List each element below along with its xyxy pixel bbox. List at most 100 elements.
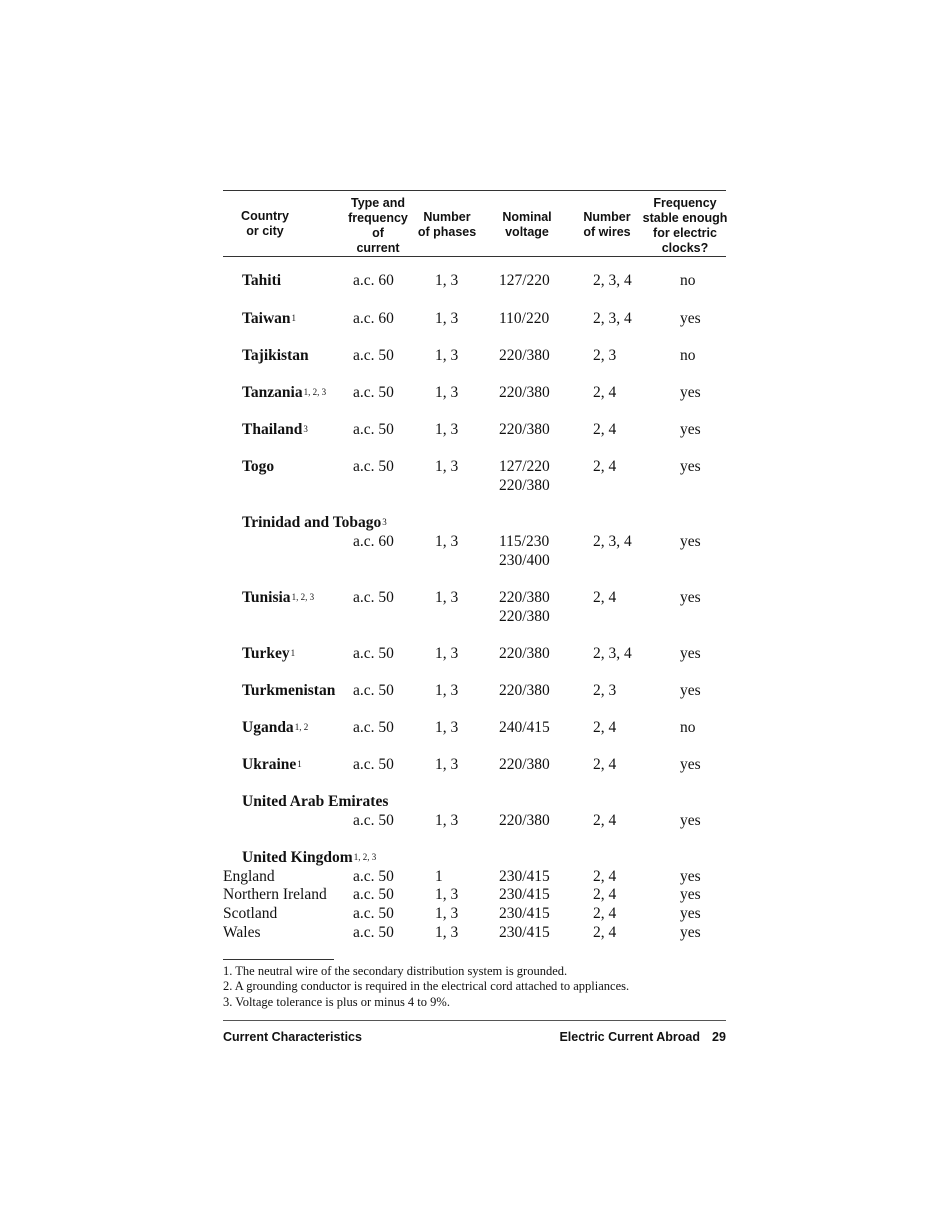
phases: 1, 3 <box>435 682 459 699</box>
nominal-voltage: 110/220 <box>499 310 550 327</box>
phases: 1, 3 <box>435 533 459 550</box>
clock-stability: yes <box>680 645 701 662</box>
nominal-voltage: 220/380 <box>499 682 550 699</box>
nominal-voltage: 220/380 <box>499 645 550 662</box>
wires: 2, 4 <box>593 421 617 438</box>
wires: 2, 4 <box>593 886 617 903</box>
clock-stability: yes <box>680 868 701 885</box>
footnote-ref: 1, 2 <box>294 722 309 732</box>
clock-stability: yes <box>680 589 701 606</box>
column-header-line: or city <box>246 224 284 238</box>
country-name: Thailand3 <box>242 421 308 440</box>
country-name: United Arab Emirates <box>242 793 389 812</box>
footer-section-title: Current Characteristics <box>223 1030 362 1044</box>
country-name: Turkey1 <box>242 645 295 664</box>
current-type: a.c. 50 <box>353 384 394 401</box>
clock-stability: yes <box>680 812 701 829</box>
column-header-wires: Number of wires <box>583 210 630 240</box>
region-name: Northern Ireland <box>223 886 327 903</box>
country-name: Uganda1, 2 <box>242 719 308 738</box>
nominal-voltage: 127/220 <box>499 272 550 289</box>
nominal-voltage: 220/380 <box>499 589 550 606</box>
nominal-voltage: 220/380 <box>499 607 550 625</box>
current-type: a.c. 60 <box>353 272 394 289</box>
footnote-ref: 3 <box>303 424 308 434</box>
wires: 2, 3 <box>593 682 617 699</box>
wires: 2, 4 <box>593 905 617 922</box>
column-header-line: of phases <box>417 225 477 239</box>
phases: 1, 3 <box>435 886 459 903</box>
current-type: a.c. 50 <box>353 645 394 662</box>
country-name: Ukraine1 <box>242 756 302 775</box>
footnote-ref: 1 <box>290 648 296 658</box>
country-name: Tajikistan <box>242 347 310 366</box>
column-header-line: Number <box>583 210 631 224</box>
footnote-1: 1. The neutral wire of the secondary dis… <box>223 964 568 978</box>
country-label: Uganda <box>242 719 294 736</box>
wires: 2, 3, 4 <box>593 310 632 327</box>
country-label: Ukraine <box>242 756 297 773</box>
clock-stability: yes <box>680 682 701 699</box>
clock-stability: yes <box>680 421 701 438</box>
header-bottom-rule <box>223 256 726 257</box>
country-name: Tahiti <box>242 272 282 291</box>
country-label: United Arab Emirates <box>242 793 389 810</box>
footnote-3: 3. Voltage tolerance is plus or minus 4 … <box>223 995 450 1009</box>
column-header-line: for electric <box>653 226 717 240</box>
clock-stability: yes <box>680 905 701 922</box>
phases: 1, 3 <box>435 812 459 829</box>
phases: 1, 3 <box>435 384 459 401</box>
column-header-line: Frequency <box>653 196 717 210</box>
nominal-voltage: 220/380 <box>499 421 550 438</box>
phases: 1, 3 <box>435 924 459 941</box>
current-type: a.c. 60 <box>353 533 394 550</box>
phases: 1 <box>435 868 443 885</box>
region-name: England <box>223 868 275 885</box>
current-type: a.c. 50 <box>353 458 394 475</box>
country-label: Trinidad and Tobago <box>242 514 382 531</box>
country-label: Thailand <box>242 421 303 438</box>
country-name: Tunisia1, 2, 3 <box>242 589 314 608</box>
table-top-rule <box>223 190 726 191</box>
wires: 2, 4 <box>593 384 617 401</box>
nominal-voltage: 230/400 <box>499 551 550 569</box>
current-type: a.c. 50 <box>353 924 394 941</box>
nominal-voltage: 220/380 <box>499 812 550 829</box>
wires: 2, 4 <box>593 756 617 773</box>
nominal-voltage: 230/415 <box>499 905 550 922</box>
country-label: Tunisia <box>242 589 291 606</box>
column-header-phases: Number of phases <box>418 210 476 240</box>
column-header-line: current <box>356 241 400 255</box>
country-name: Trinidad and Tobago3 <box>242 514 387 533</box>
column-header-line: clocks? <box>661 241 709 255</box>
footnote-ref: 1 <box>291 313 297 323</box>
nominal-voltage: 220/380 <box>499 384 550 401</box>
nominal-voltage: 230/415 <box>499 868 550 885</box>
footer-rule <box>223 1020 726 1021</box>
region-name: Scotland <box>223 905 278 922</box>
footer-book-title: Electric Current Abroad <box>559 1030 700 1044</box>
nominal-voltage: 230/415 <box>499 886 550 903</box>
phases: 1, 3 <box>435 589 459 606</box>
current-type: a.c. 50 <box>353 812 394 829</box>
nominal-voltage: 240/415 <box>499 719 550 736</box>
clock-stability: no <box>680 347 696 364</box>
wires: 2, 4 <box>593 458 617 475</box>
current-type: a.c. 50 <box>353 589 394 606</box>
phases: 1, 3 <box>435 645 459 662</box>
current-type: a.c. 50 <box>353 756 394 773</box>
wires: 2, 4 <box>593 719 617 736</box>
nominal-voltage: 127/220 <box>499 458 550 475</box>
phases: 1, 3 <box>435 310 459 327</box>
clock-stability: yes <box>680 384 701 401</box>
footnote-ref: 1, 2, 3 <box>353 852 377 862</box>
current-type: a.c. 60 <box>353 310 394 327</box>
country-name: Tanzania1, 2, 3 <box>242 384 326 403</box>
wires: 2, 4 <box>593 924 617 941</box>
wires: 2, 3, 4 <box>593 645 632 662</box>
current-type: a.c. 50 <box>353 347 394 364</box>
column-header-line: Country <box>241 209 289 223</box>
country-label: United Kingdom <box>242 849 353 866</box>
current-type: a.c. 50 <box>353 868 394 885</box>
wires: 2, 4 <box>593 589 617 606</box>
